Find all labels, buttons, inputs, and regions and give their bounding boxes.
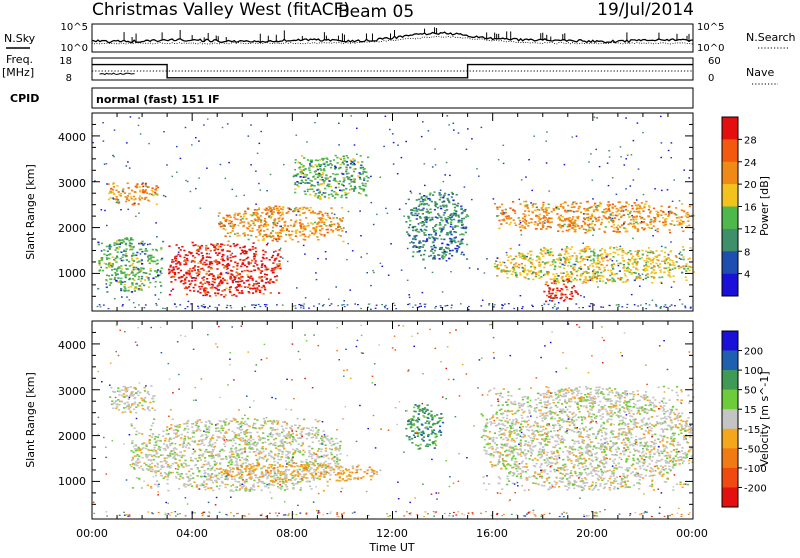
x-tick-1200: 12:00 xyxy=(376,527,408,540)
x-axis-label: Time UT xyxy=(368,541,414,554)
power-colorbar-swatch xyxy=(722,117,738,140)
power-colorbar-tick: 24 xyxy=(744,158,757,169)
velocity-colorbar-swatch xyxy=(722,409,738,429)
freq-label-2: [MHz] xyxy=(2,66,34,79)
velocity-colorbar-swatch xyxy=(722,487,738,507)
velocity-colorbar-tick: 50 xyxy=(744,386,757,397)
nave-tick-top: 60 xyxy=(708,56,721,67)
velocity-colorbar-tick: 15 xyxy=(744,405,757,416)
velocity-colorbar-swatch xyxy=(722,331,738,351)
noise-tick-right-top: 10^5 xyxy=(697,22,724,33)
plot-title: Christmas Valley West (fitACF) xyxy=(92,0,350,20)
power-colorbar-swatch xyxy=(722,274,738,297)
velocity-y-label: Slant Range [km] xyxy=(24,372,37,468)
freq-label-1: Freq. xyxy=(6,53,33,66)
power-y-tick-4000: 4000 xyxy=(58,131,86,144)
x-tick-0000: 00:00 xyxy=(76,527,108,540)
power-colorbar-swatch xyxy=(722,251,738,274)
velocity-colorbar-swatch xyxy=(722,370,738,390)
velocity-colorbar-swatch xyxy=(722,429,738,449)
nave-tick-bottom: 0 xyxy=(708,73,714,84)
power-y-label: Slant Range [km] xyxy=(24,164,37,260)
cpid-label: CPID xyxy=(10,92,39,105)
power-colorbar-swatch xyxy=(722,162,738,185)
x-tick-0400: 04:00 xyxy=(176,527,208,540)
x-tick-2400: 00:00 xyxy=(676,527,708,540)
velocity-colorbar-swatch xyxy=(722,390,738,410)
power-colorbar-tick: 8 xyxy=(744,247,750,258)
velocity-colorbar-tick: 200 xyxy=(744,347,763,358)
noise-tick-left-bottom: 10^0 xyxy=(61,43,88,54)
power-y-tick-3000: 3000 xyxy=(58,177,86,190)
velocity-y-tick-2000: 2000 xyxy=(58,430,86,443)
nsearch-label: N.Search xyxy=(746,31,796,44)
freq-tick-top: 18 xyxy=(59,56,72,67)
power-colorbar-tick: 20 xyxy=(744,180,757,191)
power-colorbar-swatch xyxy=(722,207,738,230)
power-colorbar-swatch xyxy=(722,139,738,162)
velocity-colorbar-swatch xyxy=(722,468,738,488)
power-colorbar-label: Power [dB] xyxy=(758,176,771,236)
power-y-tick-2000: 2000 xyxy=(58,222,86,235)
nave-label: Nave xyxy=(746,66,774,79)
date-label: 19/Jul/2014 xyxy=(597,0,694,20)
power-colorbar-tick: 16 xyxy=(744,203,757,214)
x-tick-1600: 16:00 xyxy=(476,527,508,540)
power-colorbar-swatch xyxy=(722,184,738,207)
velocity-colorbar-label: Velocity [m s^-1] xyxy=(758,371,771,466)
noise-tick-right-bottom: 10^0 xyxy=(697,43,724,54)
power-colorbar-swatch xyxy=(722,229,738,252)
power-colorbar-tick: 4 xyxy=(744,270,750,281)
velocity-y-tick-1000: 1000 xyxy=(58,475,86,488)
nsky-label: N.Sky xyxy=(4,32,36,45)
beam-label: Beam 05 xyxy=(338,2,414,22)
power-y-tick-1000: 1000 xyxy=(58,267,86,280)
x-tick-0800: 08:00 xyxy=(276,527,308,540)
velocity-colorbar-swatch xyxy=(722,448,738,468)
velocity-y-tick-3000: 3000 xyxy=(58,385,86,398)
freq-tick-bottom: 8 xyxy=(66,73,72,84)
velocity-colorbar-tick: -200 xyxy=(744,483,767,494)
velocity-colorbar-swatch xyxy=(722,351,738,371)
noise-tick-left-top: 10^5 xyxy=(61,22,88,33)
x-tick-2000: 20:00 xyxy=(576,527,608,540)
power-colorbar-tick: 12 xyxy=(744,225,757,236)
cpid-value: normal (fast) 151 IF xyxy=(96,93,220,106)
velocity-y-tick-4000: 4000 xyxy=(58,339,86,352)
power-colorbar-tick: 28 xyxy=(744,135,757,146)
